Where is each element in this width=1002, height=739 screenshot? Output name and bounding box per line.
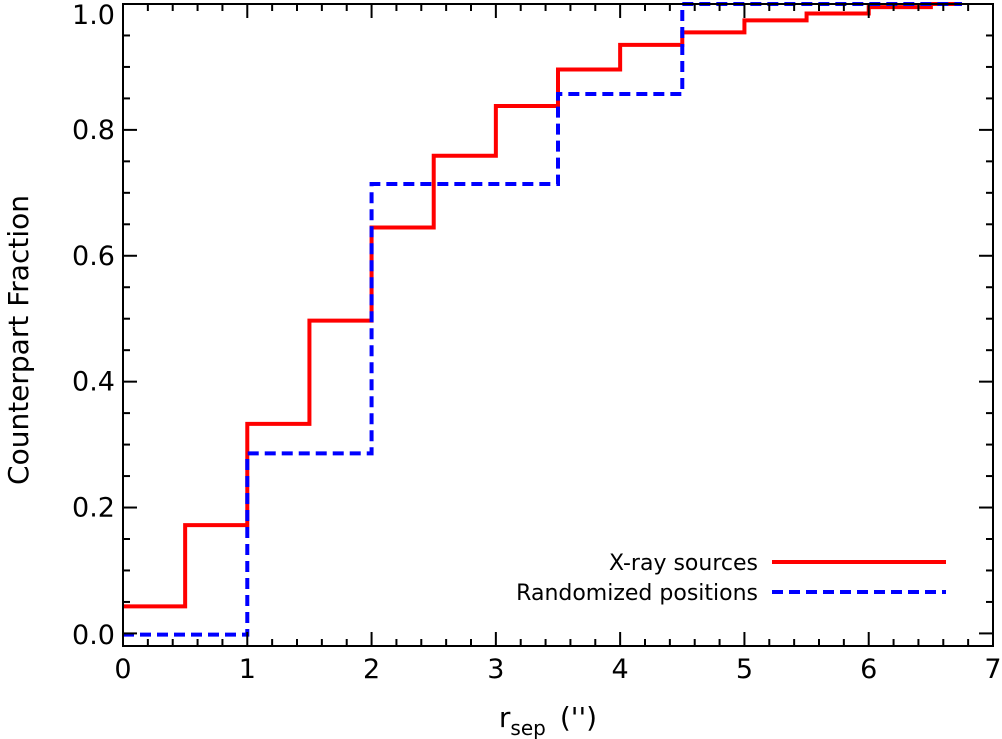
y-axis-tick-labels: 0.0 0.2 0.4 0.6 0.8 1.0 <box>72 0 115 651</box>
series-line-xray-sources <box>123 2 962 609</box>
x-tick-label: 0 <box>114 654 131 685</box>
x-tick-label: 5 <box>736 654 753 685</box>
legend-label-xray-sources: X-ray sources <box>609 551 758 576</box>
x-axis-label-unit: ('') <box>560 701 597 734</box>
y-tick-label: 0.0 <box>72 620 115 651</box>
plot-frame <box>122 3 994 647</box>
y-axis-label: Counterpart Fraction <box>2 195 35 485</box>
plot-lines <box>123 2 962 637</box>
x-axis-tick-labels: 0 1 2 3 4 5 6 7 <box>114 654 1001 685</box>
x-axis-label-main: r <box>499 701 511 734</box>
x-tick-label: 7 <box>984 654 1001 685</box>
x-tick-label: 6 <box>860 654 877 685</box>
x-tick-label: 3 <box>487 654 504 685</box>
x-tick-label: 4 <box>612 654 629 685</box>
x-tick-label: 2 <box>363 654 380 685</box>
legend: X-ray sources Randomized positions <box>516 551 946 606</box>
y-tick-label: 0.6 <box>72 241 115 272</box>
y-tick-label: 0.4 <box>72 367 115 398</box>
x-axis-label: rsep ('') <box>499 701 597 739</box>
x-axis-label-sub: sep <box>510 716 545 739</box>
axis-ticks <box>122 3 994 646</box>
series-line-randomized-positions <box>123 2 962 637</box>
legend-label-randomized-positions: Randomized positions <box>516 581 758 606</box>
y-tick-label: 1.0 <box>72 0 115 31</box>
x-tick-label: 1 <box>239 654 256 685</box>
y-tick-label: 0.2 <box>72 493 115 524</box>
y-tick-label: 0.8 <box>72 115 115 146</box>
